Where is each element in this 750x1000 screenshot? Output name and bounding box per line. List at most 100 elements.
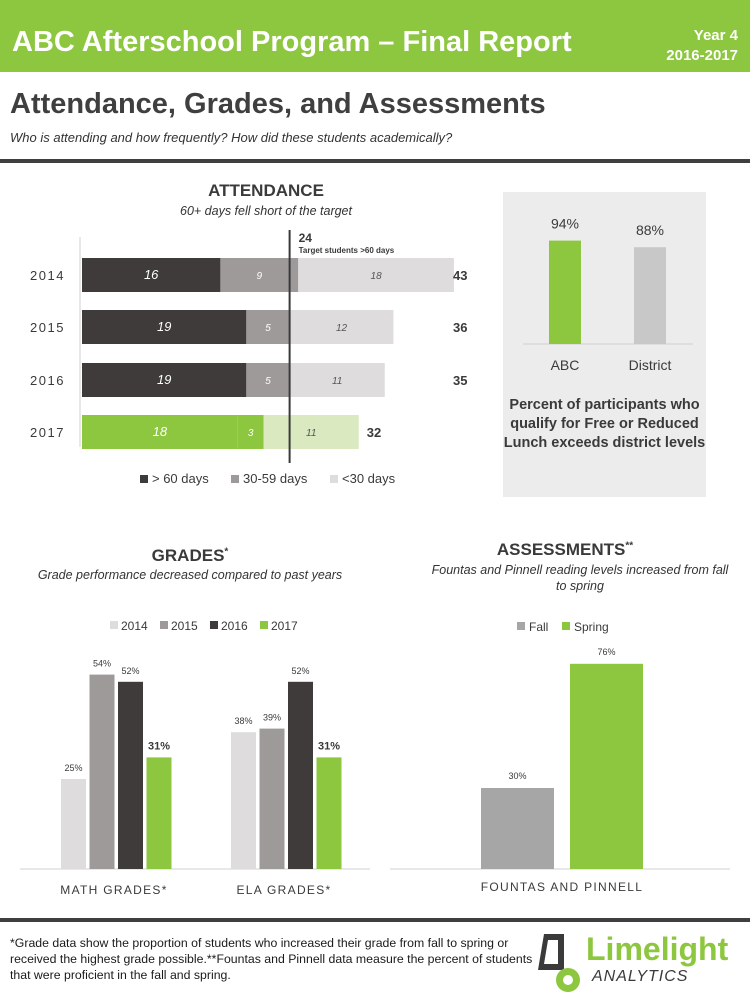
grades-title-text: GRADES <box>151 546 225 565</box>
lunch-value-label: 88% <box>636 222 664 238</box>
lunch-value-label: 94% <box>551 216 579 232</box>
attendance-bar-segment <box>82 310 247 344</box>
assessments-chart: Fall 30% Spring 76% FOUNTAS AND PINNELL <box>390 620 730 894</box>
grades-legend-swatch <box>160 621 168 629</box>
grades-legend-label: 2016 <box>221 619 248 633</box>
attendance-segment-label: 3 <box>248 428 254 439</box>
logo-subtitle: ANALYTICS <box>592 968 689 985</box>
footnote: *Grade data show the proportion of stude… <box>10 936 533 982</box>
attendance-total-label: 32 <box>367 425 381 440</box>
report-header: ABC Afterschool Program – Final Report Y… <box>0 0 750 72</box>
limelight-logo-icon <box>538 934 580 992</box>
grades-value-label: 25% <box>64 763 82 773</box>
attendance-legend-label: <30 days <box>342 471 396 486</box>
lunch-bar <box>634 247 666 344</box>
attendance-legend-swatch <box>231 475 239 483</box>
attendance-segment-label: 18 <box>153 424 168 439</box>
grades-value-label: 39% <box>263 713 281 723</box>
assessments-legend-swatch <box>517 622 525 630</box>
attendance-bar-segment <box>82 258 221 292</box>
attendance-legend-swatch <box>330 475 338 483</box>
report-title: ABC Afterschool Program – Final Report <box>12 26 572 58</box>
assessments-subtitle: Fountas and Pinnell reading levels incre… <box>431 563 729 593</box>
assessments-legend-label: Fall <box>529 620 548 634</box>
grades-bar <box>61 779 86 869</box>
year-label: Year 4 <box>693 27 738 44</box>
attendance-subtitle: 60+ days fell short of the target <box>180 204 352 218</box>
grades-bar <box>288 681 313 869</box>
assessments-title: ASSESSMENTS** <box>460 540 670 560</box>
section-subtitle: Who is attending and how frequently? How… <box>10 130 453 145</box>
divider-top <box>0 159 750 163</box>
grades-legend-label: 2017 <box>271 619 298 633</box>
attendance-year-label: 2014 <box>30 268 65 283</box>
attendance-bar-segment <box>289 310 394 344</box>
section-title: Attendance, Grades, and Assessments <box>10 88 546 120</box>
attendance-target-value: 24 <box>299 231 313 245</box>
grades-legend-label: 2015 <box>171 619 198 633</box>
lunch-chart: 94% ABC 88% District <box>523 216 693 373</box>
grades-value-label: 38% <box>234 716 252 726</box>
grades-title-mark: * <box>224 546 229 558</box>
grades-value-label: 52% <box>121 666 139 676</box>
assessments-title-text: ASSESSMENTS <box>496 540 626 559</box>
attendance-chart: 2014 16 9 18 43 2015 19 5 12 36 2016 19 5 11 35 2017 18 3… <box>30 230 467 486</box>
attendance-bar-segment <box>263 415 359 449</box>
attendance-bar-segment <box>289 363 385 397</box>
grades-title: GRADES* <box>90 546 290 566</box>
attendance-segment-label: 19 <box>157 372 171 387</box>
grades-bar <box>231 732 256 869</box>
grades-legend-swatch <box>210 621 218 629</box>
attendance-title: ATTENDANCE <box>208 181 324 200</box>
grades-chart: 2014 2015 2016 2017 25% 54% 52% 31% MATH GRADES*… <box>20 619 370 897</box>
assessments-bar <box>481 788 554 869</box>
attendance-bar-segment <box>220 258 299 292</box>
attendance-target-label: Target students >60 days <box>299 246 395 255</box>
grades-bar <box>316 757 342 869</box>
grades-bar <box>146 757 172 869</box>
attendance-segment-label: 11 <box>332 376 342 387</box>
assessments-value-label: 76% <box>597 647 615 657</box>
lunch-bar <box>549 240 581 344</box>
attendance-bar-segment <box>82 363 247 397</box>
assessments-legend-label: Spring <box>574 620 609 634</box>
lunch-panel: 94% ABC 88% District Percent of participant… <box>503 192 706 497</box>
grades-bar <box>118 681 143 869</box>
attendance-segment-label: 9 <box>257 271 263 282</box>
logo-wordmark: Limelight <box>586 931 729 967</box>
attendance-legend-label: > 60 days <box>152 471 209 486</box>
grades-legend-label: 2014 <box>121 619 148 633</box>
attendance-segment-label: 12 <box>336 323 348 334</box>
attendance-total-label: 43 <box>453 268 467 283</box>
lunch-category-label: ABC <box>551 357 580 373</box>
attendance-bar-segment <box>246 310 290 344</box>
attendance-year-label: 2015 <box>30 320 65 335</box>
attendance-legend-swatch <box>140 475 148 483</box>
attendance-bar-segment <box>82 415 238 449</box>
grades-category-label: MATH GRADES* <box>60 883 167 897</box>
attendance-year-label: 2017 <box>30 425 65 440</box>
grades-subtitle: Grade performance decreased compared to … <box>37 568 343 582</box>
attendance-bar-segment <box>237 415 264 449</box>
grades-bar <box>259 728 285 869</box>
grades-value-label: 31% <box>318 740 340 752</box>
attendance-legend-label: 30-59 days <box>243 471 308 486</box>
grades-legend-swatch <box>260 621 268 629</box>
attendance-segment-label: 18 <box>371 271 383 282</box>
attendance-segment-label: 11 <box>306 428 316 439</box>
assessments-value-label: 30% <box>508 771 526 781</box>
grades-legend-swatch <box>110 621 118 629</box>
lunch-category-label: District <box>629 357 672 373</box>
assessments-title-mark: ** <box>625 540 634 552</box>
attendance-total-label: 35 <box>453 373 467 388</box>
grades-category-label: ELA GRADES* <box>236 883 331 897</box>
year-range: 2016-2017 <box>666 47 738 64</box>
lunch-caption: Percent of participants who qualify for … <box>503 397 706 451</box>
report-year: Year 4 2016-2017 <box>666 26 738 66</box>
attendance-total-label: 36 <box>453 320 467 335</box>
attendance-bar-segment <box>298 258 454 292</box>
grades-value-label: 52% <box>291 666 309 676</box>
grades-bar <box>89 674 115 869</box>
grades-value-label: 54% <box>93 659 111 669</box>
attendance-year-label: 2016 <box>30 373 65 388</box>
